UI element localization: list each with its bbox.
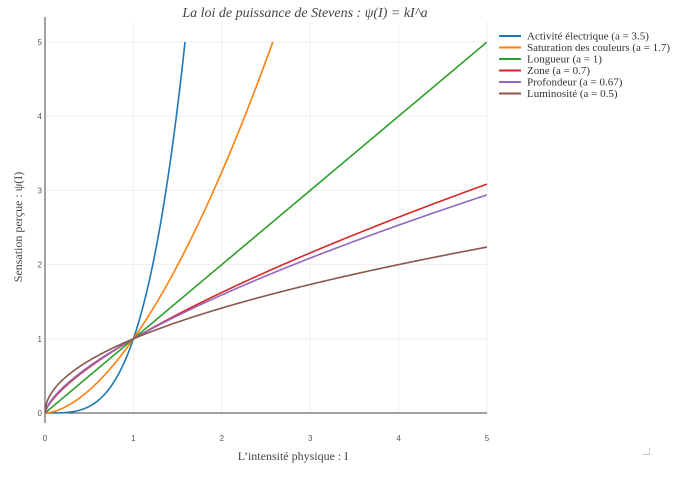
legend: Activité électrique (a = 3.5)Saturation … bbox=[499, 31, 670, 100]
y-tick-label: 5 bbox=[38, 38, 43, 47]
x-tick-label: 0 bbox=[43, 434, 48, 443]
legend-item[interactable]: Saturation des couleurs (a = 1.7) bbox=[499, 42, 670, 54]
chart-title: La loi de puissance de Stevens : ψ(I) = … bbox=[181, 6, 427, 21]
x-tick-label: 3 bbox=[308, 434, 313, 443]
legend-label: Longueur (a = 1) bbox=[527, 54, 602, 66]
x-tick-label: 1 bbox=[131, 434, 136, 443]
legend-label: Zone (a = 0.7) bbox=[527, 65, 590, 77]
y-tick-label: 1 bbox=[38, 335, 43, 344]
series-line bbox=[45, 42, 274, 414]
legend-item[interactable]: Luminosité (a = 0.5) bbox=[499, 88, 618, 100]
x-tick-label: 2 bbox=[220, 434, 225, 443]
x-axis-title: L’intensité physique : I bbox=[238, 449, 349, 463]
series-line bbox=[45, 183, 487, 414]
legend-item[interactable]: Longueur (a = 1) bbox=[499, 54, 602, 66]
y-tick-label: 3 bbox=[38, 186, 43, 195]
y-tick-label: 4 bbox=[38, 112, 43, 121]
legend-item[interactable]: Activité électrique (a = 3.5) bbox=[499, 31, 649, 43]
y-tick-label: 0 bbox=[38, 409, 43, 418]
legend-label: Luminosité (a = 0.5) bbox=[527, 88, 618, 100]
grid bbox=[45, 22, 488, 413]
y-axis-title: Sensation perçue : ψ(I) bbox=[11, 172, 25, 282]
legend-item[interactable]: Profondeur (a = 0.67) bbox=[499, 77, 623, 89]
series-layer bbox=[45, 42, 487, 414]
x-tick-label: 5 bbox=[485, 434, 490, 443]
axes: 0 1 2 3 4 5 0 1 2 3 4 5 bbox=[38, 17, 490, 443]
resize-handle[interactable] bbox=[643, 448, 650, 455]
legend-label: Activité électrique (a = 3.5) bbox=[527, 31, 649, 43]
series-line bbox=[45, 246, 487, 414]
series-line bbox=[45, 194, 487, 414]
y-tick-label: 2 bbox=[38, 261, 43, 270]
series-line bbox=[45, 42, 487, 414]
legend-label: Saturation des couleurs (a = 1.7) bbox=[527, 42, 670, 54]
legend-label: Profondeur (a = 0.67) bbox=[527, 77, 623, 89]
x-tick-label: 4 bbox=[396, 434, 401, 443]
series-line bbox=[45, 42, 186, 414]
legend-item[interactable]: Zone (a = 0.7) bbox=[499, 65, 590, 77]
